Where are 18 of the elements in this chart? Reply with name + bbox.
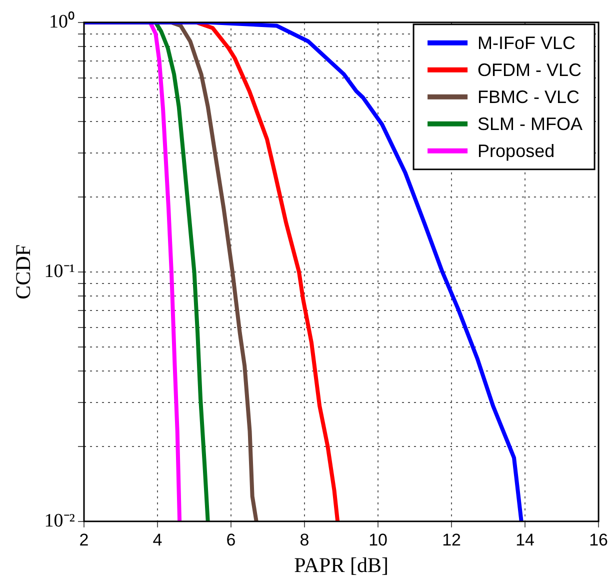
legend-label: Proposed: [478, 140, 555, 161]
x-tick-label: 6: [226, 530, 236, 550]
x-tick-label: 2: [79, 530, 89, 550]
x-tick-label: 4: [152, 530, 162, 550]
x-tick-label: 14: [516, 530, 534, 550]
x-tick-label: 16: [589, 530, 608, 550]
y-tick-label: 10⁻¹: [44, 260, 76, 282]
legend-label: M-IFoF VLC: [478, 32, 576, 53]
legend-label: SLM - MFOA: [478, 114, 583, 134]
y-tick-label: 10⁰: [49, 10, 75, 32]
y-tick-label: 10⁻²: [44, 510, 76, 532]
x-tick-label: 12: [442, 530, 461, 550]
x-tick-label: 8: [300, 530, 310, 550]
y-axis-title: CCDF: [11, 244, 36, 300]
x-tick-label: 10: [368, 530, 388, 550]
legend-label: FBMC - VLC: [478, 86, 580, 107]
x-axis-title: PAPR [dB]: [294, 552, 388, 577]
legend-label: OFDM - VLC: [478, 60, 582, 80]
